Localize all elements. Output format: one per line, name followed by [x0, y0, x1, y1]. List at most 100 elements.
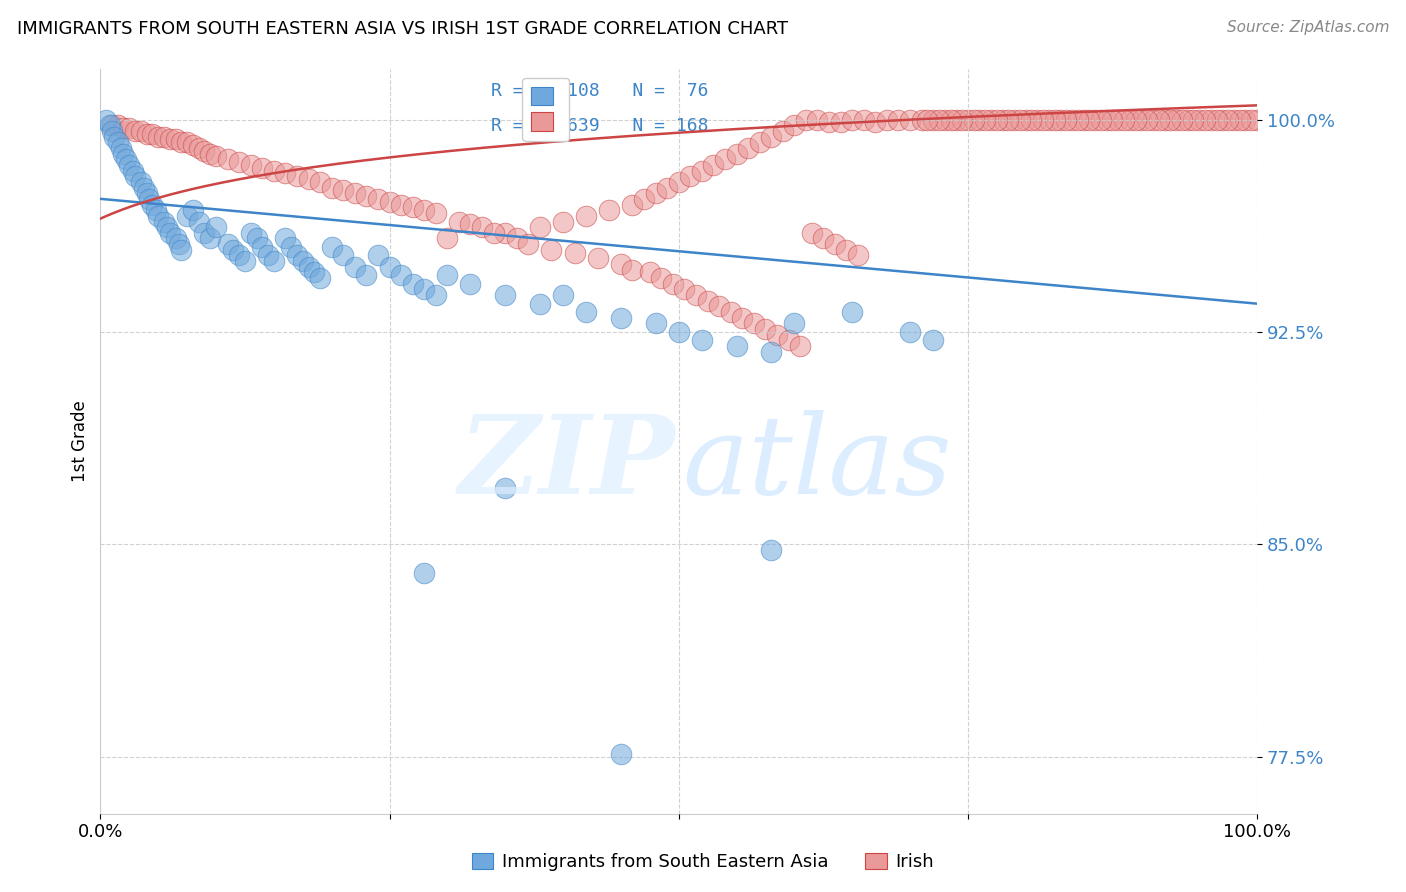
Point	[297, 260, 319, 274]
Point	[101, 124, 124, 138]
Point	[309, 271, 332, 285]
Point	[690, 334, 713, 348]
Point	[1021, 112, 1043, 127]
Point	[668, 325, 690, 339]
Point	[193, 144, 215, 158]
Point	[969, 112, 991, 127]
Point	[1026, 112, 1049, 127]
Point	[644, 317, 666, 331]
Point	[818, 115, 841, 129]
Point	[436, 268, 458, 283]
Point	[425, 206, 447, 220]
Point	[761, 543, 783, 558]
Point	[1078, 112, 1101, 127]
Point	[447, 214, 470, 228]
Point	[720, 305, 742, 319]
Point	[1234, 112, 1257, 127]
Point	[956, 112, 979, 127]
Point	[800, 226, 823, 240]
Point	[101, 118, 124, 132]
Point	[159, 226, 181, 240]
Point	[934, 112, 956, 127]
Point	[939, 112, 962, 127]
Point	[778, 334, 800, 348]
Point	[917, 112, 939, 127]
Point	[356, 268, 378, 283]
Point	[789, 339, 811, 353]
Point	[1015, 112, 1038, 127]
Point	[766, 327, 789, 342]
Point	[1159, 112, 1181, 127]
Point	[761, 344, 783, 359]
Point	[297, 172, 319, 186]
Point	[181, 138, 204, 153]
Point	[1002, 112, 1025, 127]
Point	[176, 209, 198, 223]
Point	[228, 248, 250, 262]
Point	[112, 146, 135, 161]
Point	[114, 152, 136, 166]
Point	[165, 132, 187, 146]
Point	[830, 115, 852, 129]
Point	[974, 112, 997, 127]
Point	[1223, 112, 1246, 127]
Point	[141, 197, 163, 211]
Legend: Immigrants from South Eastern Asia, Irish: Immigrants from South Eastern Asia, Iris…	[464, 846, 942, 879]
Text: IMMIGRANTS FROM SOUTH EASTERN ASIA VS IRISH 1ST GRADE CORRELATION CHART: IMMIGRANTS FROM SOUTH EASTERN ASIA VS IR…	[17, 20, 787, 37]
Point	[494, 226, 516, 240]
Point	[413, 203, 436, 218]
Point	[145, 203, 167, 218]
Point	[252, 161, 274, 175]
Point	[813, 231, 835, 245]
Point	[413, 283, 436, 297]
Point	[205, 220, 228, 235]
Point	[274, 231, 297, 245]
Point	[1188, 112, 1211, 127]
Point	[1205, 112, 1227, 127]
Point	[1067, 112, 1090, 127]
Point	[1043, 112, 1066, 127]
Point	[187, 214, 209, 228]
Point	[222, 243, 245, 257]
Point	[1130, 112, 1153, 127]
Point	[425, 288, 447, 302]
Point	[205, 149, 228, 163]
Point	[193, 226, 215, 240]
Point	[107, 118, 129, 132]
Point	[343, 260, 366, 274]
Point	[304, 265, 326, 279]
Point	[263, 163, 285, 178]
Point	[280, 240, 302, 254]
Point	[170, 243, 193, 257]
Point	[673, 283, 696, 297]
Point	[783, 317, 806, 331]
Point	[610, 747, 633, 761]
Point	[824, 237, 846, 252]
Point	[110, 141, 132, 155]
Point	[141, 127, 163, 141]
Point	[742, 317, 765, 331]
Point	[1182, 112, 1205, 127]
Point	[1177, 112, 1199, 127]
Point	[1240, 112, 1263, 127]
Y-axis label: 1st Grade: 1st Grade	[72, 401, 89, 482]
Point	[1125, 112, 1147, 127]
Point	[285, 248, 308, 262]
Point	[702, 158, 724, 172]
Point	[401, 277, 423, 291]
Point	[731, 310, 754, 325]
Point	[1032, 112, 1054, 127]
Point	[922, 112, 945, 127]
Point	[685, 288, 707, 302]
Point	[148, 129, 170, 144]
Point	[945, 112, 967, 127]
Point	[121, 163, 143, 178]
Point	[1073, 112, 1095, 127]
Point	[644, 186, 666, 201]
Point	[1119, 112, 1142, 127]
Point	[725, 146, 748, 161]
Point	[610, 257, 633, 271]
Point	[263, 254, 285, 268]
Point	[986, 112, 1008, 127]
Point	[1084, 112, 1107, 127]
